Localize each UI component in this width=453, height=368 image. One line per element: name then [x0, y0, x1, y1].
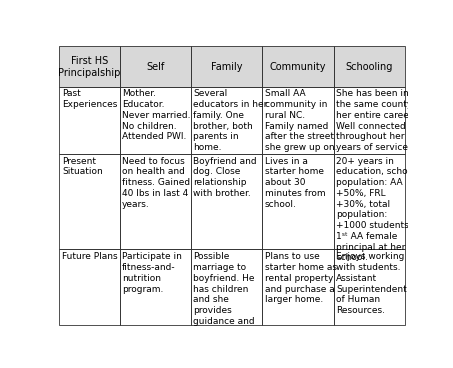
- Bar: [120, 154, 191, 250]
- Bar: [120, 46, 191, 86]
- Text: Present
Situation: Present Situation: [62, 157, 103, 177]
- Bar: [191, 46, 262, 86]
- Bar: [333, 46, 405, 86]
- Text: Self: Self: [146, 61, 164, 71]
- Text: Participate in
fitness-and-
nutrition
program.: Participate in fitness-and- nutrition pr…: [122, 252, 182, 294]
- Text: Community: Community: [270, 61, 326, 71]
- Text: Future Plans: Future Plans: [62, 252, 117, 261]
- Bar: [59, 250, 120, 325]
- Text: She has been in
the same county
her entire career.
Well connected
throughout her: She has been in the same county her enti…: [336, 89, 414, 152]
- Bar: [333, 250, 405, 325]
- Bar: [120, 250, 191, 325]
- Text: Plans to use
starter home as
rental property
and purchase a
larger home.: Plans to use starter home as rental prop…: [265, 252, 337, 304]
- Text: Schooling: Schooling: [346, 61, 393, 71]
- Text: Past
Experiences: Past Experiences: [62, 89, 117, 109]
- Bar: [262, 154, 333, 250]
- Bar: [333, 46, 405, 86]
- Text: First HS
Principalship: First HS Principalship: [58, 56, 121, 78]
- Bar: [191, 86, 262, 154]
- Bar: [120, 86, 191, 154]
- Bar: [191, 46, 262, 86]
- Bar: [59, 86, 120, 154]
- Bar: [59, 46, 120, 86]
- Bar: [59, 46, 120, 86]
- Text: Enjoys working
with students.
Assistant
Superintendent
of Human
Resources.: Enjoys working with students. Assistant …: [336, 252, 407, 315]
- Text: Several
educators in her
family. One
brother, both
parents in
home.: Several educators in her family. One bro…: [193, 89, 268, 152]
- Bar: [59, 154, 120, 250]
- Bar: [120, 46, 191, 86]
- Text: Boyfriend and
dog. Close
relationship
with brother.: Boyfriend and dog. Close relationship wi…: [193, 157, 257, 198]
- Bar: [262, 250, 333, 325]
- Bar: [333, 86, 405, 154]
- Bar: [333, 154, 405, 250]
- Text: Possible
marriage to
boyfriend. He
has children
and she
provides
guidance and
su: Possible marriage to boyfriend. He has c…: [193, 252, 255, 337]
- Text: Need to focus
on health and
fitness. Gained
40 lbs in last 4
years.: Need to focus on health and fitness. Gai…: [122, 157, 190, 209]
- Bar: [191, 154, 262, 250]
- Text: 20+ years in
education, school
population: AA
+50%, FRL
+30%, total
population:
: 20+ years in education, school populatio…: [336, 157, 416, 262]
- Text: Family: Family: [211, 61, 242, 71]
- Bar: [191, 250, 262, 325]
- Bar: [262, 46, 333, 86]
- Bar: [262, 46, 333, 86]
- Text: Mother.
Educator.
Never married.
No children.
Attended PWI.: Mother. Educator. Never married. No chil…: [122, 89, 191, 141]
- Text: Small AA
community in
rural NC.
Family named
after the street
she grew up on.: Small AA community in rural NC. Family n…: [265, 89, 337, 152]
- Bar: [262, 86, 333, 154]
- Text: Lives in a
starter home
about 30
minutes from
school.: Lives in a starter home about 30 minutes…: [265, 157, 325, 209]
